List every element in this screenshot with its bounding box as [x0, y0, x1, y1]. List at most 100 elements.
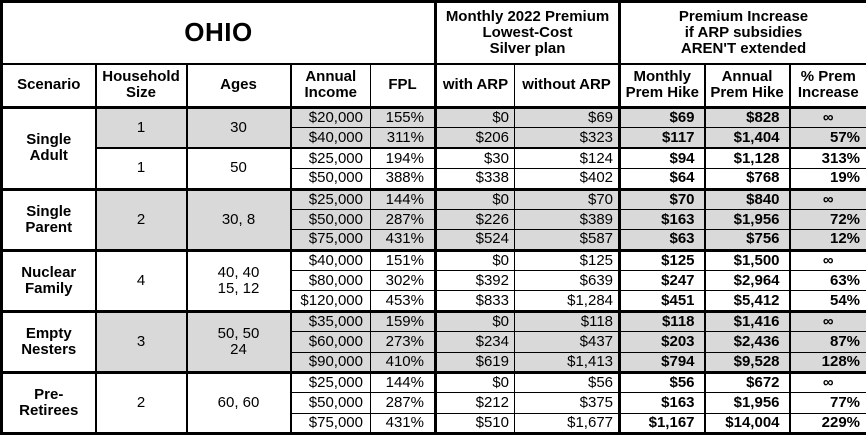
cell-annual-prem-hike: $672	[703, 370, 791, 394]
cell-pct-prem-increase: 72%	[788, 208, 866, 231]
cell-fpl: 302%	[370, 269, 436, 292]
table-body: Single Adult 1 30 $20,000 155% $0 $69 $69 $828 ∞ $4…	[1, 105, 866, 435]
cell-annual-income: $60,000	[289, 331, 371, 353]
premium-group-header-line3: Silver plan	[489, 39, 566, 57]
cell-with-arp: $524	[434, 229, 515, 251]
cell-ages: 30	[185, 106, 291, 149]
cell-without-arp: $70	[513, 187, 621, 210]
table-row: 1 50 $25,000 194% $30 $124 $94 $1,128 313%	[2, 147, 866, 190]
table-row: $50,000 287% $226 $389 $163 $1,956 72%	[2, 208, 866, 231]
cell-annual-prem-hike: $14,004	[703, 412, 791, 435]
cell-scenario: Single Adult	[1, 106, 96, 190]
col-header-annual-prem-hike: Annual Prem Hike	[703, 63, 791, 109]
cell-annual-income: $75,000	[289, 412, 371, 435]
cell-annual-income: $20,000	[289, 105, 371, 129]
cell-with-arp: $234	[434, 331, 515, 353]
cell-monthly-prem-hike: $203	[618, 331, 706, 353]
cell-household-size: 4	[94, 248, 187, 312]
cell-annual-prem-hike: $2,436	[703, 331, 791, 353]
cell-with-arp: $30	[434, 147, 515, 170]
cell-monthly-prem-hike: $451	[618, 290, 706, 312]
cell-without-arp: $389	[513, 208, 621, 231]
cell-scenario: Single Parent	[1, 187, 96, 251]
cell-annual-prem-hike: $1,128	[703, 147, 791, 170]
cell-household-size: 1	[94, 147, 187, 190]
cell-with-arp: $0	[434, 187, 515, 210]
cell-pct-prem-increase: 77%	[788, 392, 866, 414]
cell-without-arp: $375	[513, 392, 621, 414]
cell-without-arp: $1,413	[513, 351, 621, 373]
cell-monthly-prem-hike: $69	[618, 105, 706, 129]
cell-without-arp: $1,284	[513, 290, 621, 312]
cell-ages: 50	[185, 147, 291, 190]
cell-annual-prem-hike: $1,404	[703, 127, 791, 149]
table-row: $40,000 311% $206 $323 $117 $1,404 57%	[2, 127, 866, 149]
cell-annual-income: $25,000	[289, 187, 371, 210]
table-row: Single Adult 1 30 $20,000 155% $0 $69 $69 $828 ∞	[1, 105, 866, 190]
cell-ages: 30, 8	[185, 187, 291, 251]
col-header-ages: Ages	[185, 63, 291, 109]
cell-annual-prem-hike: $828	[703, 105, 791, 129]
cell-monthly-prem-hike: $63	[618, 229, 706, 251]
cell-annual-prem-hike: $756	[703, 229, 791, 251]
cell-annual-income: $25,000	[289, 370, 371, 394]
cell-without-arp: $56	[513, 370, 621, 394]
cell-fpl: 194%	[370, 147, 436, 170]
cell-with-arp: $212	[434, 392, 515, 414]
cell-without-arp: $437	[513, 331, 621, 353]
cell-ages: 60, 60	[185, 370, 291, 435]
cell-annual-prem-hike: $1,956	[703, 392, 791, 414]
cell-annual-income: $90,000	[289, 351, 371, 373]
cell-annual-income: $120,000	[289, 290, 371, 312]
cell-without-arp: $587	[513, 229, 621, 251]
col-header-fpl: FPL	[370, 63, 436, 109]
table-row: $60,000 273% $234 $437 $203 $2,436 87%	[2, 331, 866, 353]
table-row: Nuclear Family 4 40, 40 15, 12 $40,000 151% $0 $…	[1, 248, 866, 312]
cell-pct-prem-increase: ∞	[788, 309, 866, 333]
table-title: OHIO	[1, 1, 436, 65]
cell-pct-prem-increase: 313%	[788, 147, 866, 170]
cell-fpl: 453%	[370, 290, 436, 312]
cell-pct-prem-increase: 63%	[788, 269, 866, 292]
increase-group-header-line3: AREN'T extended	[680, 39, 807, 57]
cell-pct-prem-increase: ∞	[788, 187, 866, 210]
cell-monthly-prem-hike: $794	[618, 351, 706, 373]
cell-monthly-prem-hike: $94	[618, 147, 706, 170]
cell-with-arp: $510	[434, 412, 515, 435]
column-header-row: Scenario Household Size Ages Annual Inco…	[1, 63, 866, 109]
col-header-without-arp: without ARP	[513, 63, 621, 109]
cell-household-size: 1	[94, 106, 187, 149]
cell-annual-prem-hike: $2,964	[703, 269, 791, 292]
cell-monthly-prem-hike: $163	[618, 392, 706, 414]
cell-fpl: 155%	[370, 105, 436, 129]
cell-annual-prem-hike: $5,412	[703, 290, 791, 312]
cell-household-size: 3	[94, 309, 187, 373]
cell-fpl: 431%	[370, 229, 436, 251]
cell-annual-prem-hike: $840	[703, 187, 791, 210]
col-header-pct-prem-increase: % Prem Increase	[788, 63, 866, 109]
increase-group-header: Premium Increase if ARP subsidies AREN'T…	[618, 1, 866, 65]
cell-with-arp: $619	[434, 351, 515, 373]
cell-annual-income: $75,000	[289, 229, 371, 251]
cell-fpl: 151%	[370, 248, 436, 272]
table-row: $50,000 287% $212 $375 $163 $1,956 77%	[2, 392, 866, 414]
cell-with-arp: $338	[434, 168, 515, 190]
cell-annual-prem-hike: $1,956	[703, 208, 791, 231]
cell-annual-income: $25,000	[289, 147, 371, 170]
cell-fpl: 144%	[370, 187, 436, 210]
col-header-scenario: Scenario	[1, 63, 96, 109]
cell-household-size: 2	[94, 187, 187, 251]
cell-pct-prem-increase: ∞	[788, 105, 866, 129]
cell-annual-income: $50,000	[289, 392, 371, 414]
cell-annual-income: $35,000	[289, 309, 371, 333]
cell-scenario: Pre- Retirees	[1, 370, 96, 435]
cell-monthly-prem-hike: $117	[618, 127, 706, 149]
table-row: $90,000 410% $619 $1,413 $794 $9,528 128%	[2, 351, 866, 373]
cell-fpl: 144%	[370, 370, 436, 394]
cell-fpl: 159%	[370, 309, 436, 333]
cell-scenario: Empty Nesters	[1, 309, 96, 373]
cell-pct-prem-increase: 54%	[788, 290, 866, 312]
cell-scenario: Nuclear Family	[1, 248, 96, 312]
cell-pct-prem-increase: 128%	[788, 351, 866, 373]
